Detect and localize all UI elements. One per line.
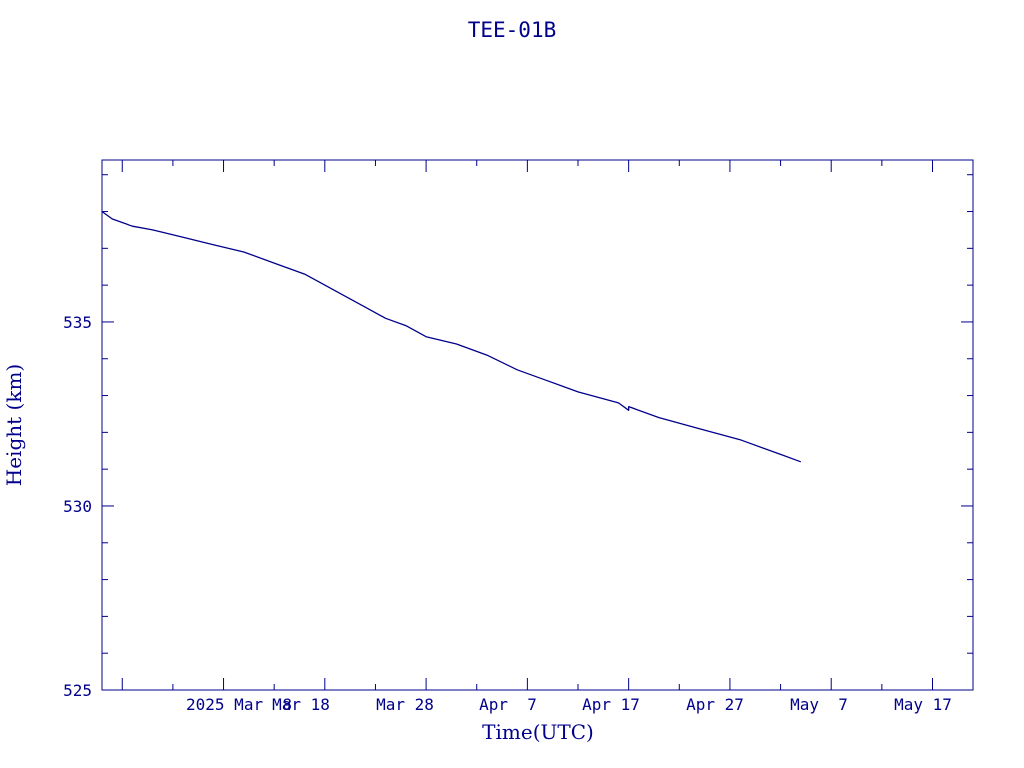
y-axis-tick-labels: 525 530 535 — [63, 313, 92, 700]
x-axis-ticks — [121, 160, 933, 690]
x-tick-label: Apr 7 — [479, 695, 537, 714]
x-tick-label: Mar 18 — [272, 695, 330, 714]
plot-frame — [101, 159, 974, 691]
x-axis-title: Time(UTC) — [482, 720, 594, 744]
x-tick-label: May 17 — [894, 695, 952, 714]
y-tick-label: 525 — [63, 681, 92, 700]
x-tick-label: 2025 Mar 8 — [186, 695, 292, 714]
y-axis-ticks — [102, 174, 973, 691]
y-axis-title: Height (km) — [2, 364, 26, 486]
series-layer — [101, 210, 802, 463]
series-line-0 — [101, 210, 802, 463]
x-tick-label: Apr 27 — [686, 695, 744, 714]
x-tick-label: Apr 17 — [582, 695, 640, 714]
y-tick-label: 535 — [63, 313, 92, 332]
y-tick-label: 530 — [63, 497, 92, 516]
x-tick-label: Mar 28 — [376, 695, 434, 714]
chart-title: TEE-01B — [468, 18, 557, 42]
x-tick-label: May 7 — [790, 695, 848, 714]
